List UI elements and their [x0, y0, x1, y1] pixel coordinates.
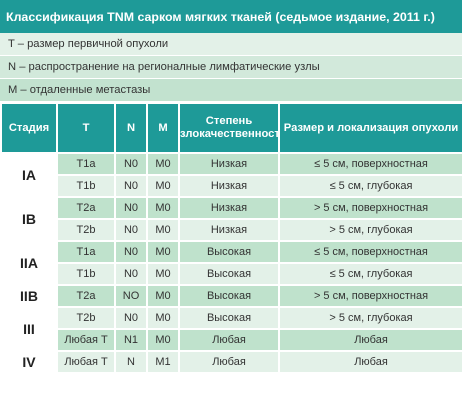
cell-grade: Низкая [178, 152, 280, 176]
table-row: IA T1a N0 M0 Низкая ≤ 5 см, поверхностна… [0, 152, 462, 198]
cell-t: T1b [56, 174, 116, 198]
cell-t: T1a [56, 240, 116, 264]
header-grade: Степень злокачественности [178, 102, 280, 154]
cell-size: Любая [278, 328, 462, 352]
stage-cell-ib: IB [0, 196, 58, 242]
cell-m: M0 [146, 218, 180, 242]
cell-t: Любая T [56, 350, 116, 374]
tnm-table: Стадия T N M Степень злокачественности Р… [0, 102, 462, 374]
cell-size: > 5 см, поверхностная [278, 284, 462, 308]
stage-cell-ia: IA [0, 152, 58, 198]
cell-n: N0 [114, 306, 148, 330]
cell-m: M1 [146, 350, 180, 374]
cell-m: M0 [146, 174, 180, 198]
cell-size: ≤ 5 см, глубокая [278, 174, 462, 198]
cell-grade: Высокая [178, 306, 280, 330]
stage-cell-iib: IIB [0, 284, 58, 308]
cell-t: Любая T [56, 328, 116, 352]
table-row: T1b N0 M0 Высокая ≤ 5 см, глубокая [1, 262, 462, 286]
cell-m: M0 [146, 328, 180, 352]
legend-n: N – распространение на регионалные лимфа… [0, 56, 462, 78]
cell-n: N0 [114, 240, 148, 264]
header-t: T [56, 102, 116, 154]
cell-t: T1a [56, 152, 116, 176]
cell-grade: Низкая [178, 218, 280, 242]
cell-m: M0 [146, 240, 180, 264]
cell-size: ≤ 5 см, поверхностная [278, 152, 462, 176]
legend-m: M – отдаленные метастазы [0, 79, 462, 101]
table-header-row: Стадия T N M Степень злокачественности Р… [0, 102, 462, 154]
cell-size: > 5 см, глубокая [278, 218, 462, 242]
cell-n: NO [114, 284, 148, 308]
cell-t: T2b [56, 306, 116, 330]
table-row: T2b N0 M0 Низкая > 5 см, глубокая [1, 218, 462, 242]
cell-m: M0 [146, 196, 180, 220]
table-row: Любая T N1 M0 Любая Любая [1, 328, 462, 352]
cell-size: ≤ 5 см, глубокая [278, 262, 462, 286]
table-row: IIB T2a NO M0 Высокая > 5 см, поверхност… [0, 284, 462, 308]
cell-n: N1 [114, 328, 148, 352]
cell-n: N0 [114, 218, 148, 242]
header-m: M [146, 102, 180, 154]
cell-n: N0 [114, 174, 148, 198]
cell-size: Любая [278, 350, 462, 374]
cell-m: M0 [146, 284, 180, 308]
table-row: IB T2a N0 M0 Низкая > 5 см, поверхностна… [0, 196, 462, 242]
stage-cell-iia: IIA [0, 240, 58, 286]
cell-n: N [114, 350, 148, 374]
header-stage: Стадия [0, 102, 58, 154]
cell-m: M0 [146, 152, 180, 176]
stage-cell-iv: IV [0, 350, 58, 374]
cell-grade: Любая [178, 350, 280, 374]
cell-n: N0 [114, 152, 148, 176]
cell-t: T2a [56, 284, 116, 308]
cell-m: M0 [146, 262, 180, 286]
table-row: IIA T1a N0 M0 Высокая ≤ 5 см, поверхност… [0, 240, 462, 286]
cell-t: T2b [56, 218, 116, 242]
table-row: IV Любая T N M1 Любая Любая [0, 350, 462, 374]
header-n: N [114, 102, 148, 154]
cell-t: T1b [56, 262, 116, 286]
cell-grade: Любая [178, 328, 280, 352]
cell-grade: Низкая [178, 196, 280, 220]
cell-grade: Высокая [178, 262, 280, 286]
cell-size: > 5 см, поверхностная [278, 196, 462, 220]
stage-cell-iii: III [0, 306, 58, 352]
cell-n: N0 [114, 262, 148, 286]
cell-n: N0 [114, 196, 148, 220]
cell-size: > 5 см, глубокая [278, 306, 462, 330]
cell-grade: Низкая [178, 174, 280, 198]
cell-grade: Высокая [178, 240, 280, 264]
cell-grade: Высокая [178, 284, 280, 308]
cell-size: ≤ 5 см, поверхностная [278, 240, 462, 264]
legend-t: T – размер первичной опухоли [0, 33, 462, 55]
header-size: Размер и локализация опухоли [278, 102, 462, 154]
cell-t: T2a [56, 196, 116, 220]
table-row: T1b N0 M0 Низкая ≤ 5 см, глубокая [1, 174, 462, 198]
table-row: III T2b N0 M0 Высокая > 5 см, глубокая [0, 306, 462, 352]
page-title: Классификация TNM сарком мягких тканей (… [0, 0, 462, 33]
cell-m: M0 [146, 306, 180, 330]
